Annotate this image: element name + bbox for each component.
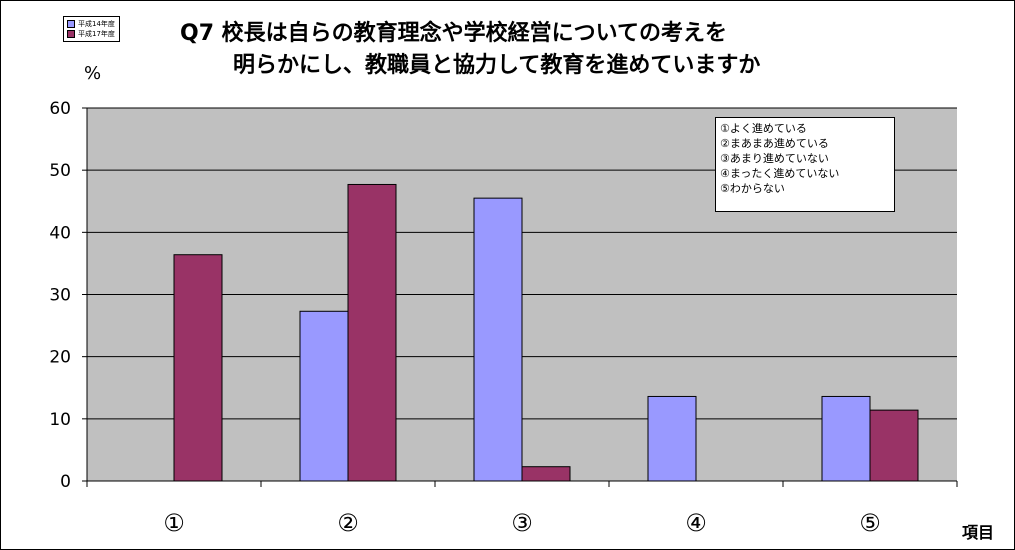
chart-title-line-1: Q7 校長は自らの教育理念や学校経営についての考えを <box>180 21 728 46</box>
bar-series-2-cat-5 <box>869 409 919 482</box>
legend-label-series-2: 平成17年度 <box>78 30 115 38</box>
y-tick-label: 30 <box>49 286 71 306</box>
y-tick-label: 0 <box>60 472 71 492</box>
x-tick-label: ⑤ <box>859 509 881 537</box>
legend-swatch-series-2 <box>67 30 75 38</box>
y-tick-label: 60 <box>49 99 71 119</box>
y-tick-label: 40 <box>49 223 71 243</box>
bar-series-2-cat-1 <box>173 254 223 482</box>
answer-key-item-4: ④まったく進めていない <box>720 167 840 180</box>
x-axis-label: 項目 <box>962 523 994 542</box>
bar-series-1-cat-4 <box>647 395 697 482</box>
x-tick-label: ① <box>163 509 185 537</box>
chart-title-line-2: 明らかにし、教職員と協力して教育を進めていますか <box>233 53 761 78</box>
y-axis-label: % <box>84 63 101 84</box>
legend: 平成14年度 平成17年度 <box>63 16 120 42</box>
bar-series-2-cat-3 <box>521 466 571 482</box>
answer-key-item-2: ②まあまあ進めている <box>720 137 829 150</box>
x-tick-label: ② <box>337 509 359 537</box>
answer-key-box: ①よく進めている ②まあまあ進めている ③あまり進めていない ④まったく進めてい… <box>715 117 895 212</box>
answer-key-item-5: ⑤わからない <box>720 182 785 195</box>
y-tick-label: 10 <box>49 410 71 430</box>
chart-title: Q7 校長は自らの教育理念や学校経営についての考えを 明らかにし、教職員と協力し… <box>180 18 760 82</box>
legend-item-series-1: 平成14年度 <box>67 19 115 29</box>
x-tick-label: ④ <box>685 509 707 537</box>
y-tick-label: 50 <box>49 161 71 181</box>
bar-series-1-cat-3 <box>473 197 523 482</box>
bar-series-1-cat-2 <box>299 310 349 482</box>
y-tick-label: 20 <box>49 348 71 368</box>
bar-series-2-cat-2 <box>347 183 397 482</box>
answer-key-item-1: ①よく進めている <box>720 122 807 135</box>
legend-swatch-series-1 <box>67 20 75 28</box>
answer-key-item-3: ③あまり進めていない <box>720 152 829 165</box>
legend-label-series-1: 平成14年度 <box>78 20 115 28</box>
x-tick-label: ③ <box>511 509 533 537</box>
bar-series-1-cat-5 <box>821 395 871 482</box>
legend-item-series-2: 平成17年度 <box>67 29 115 39</box>
